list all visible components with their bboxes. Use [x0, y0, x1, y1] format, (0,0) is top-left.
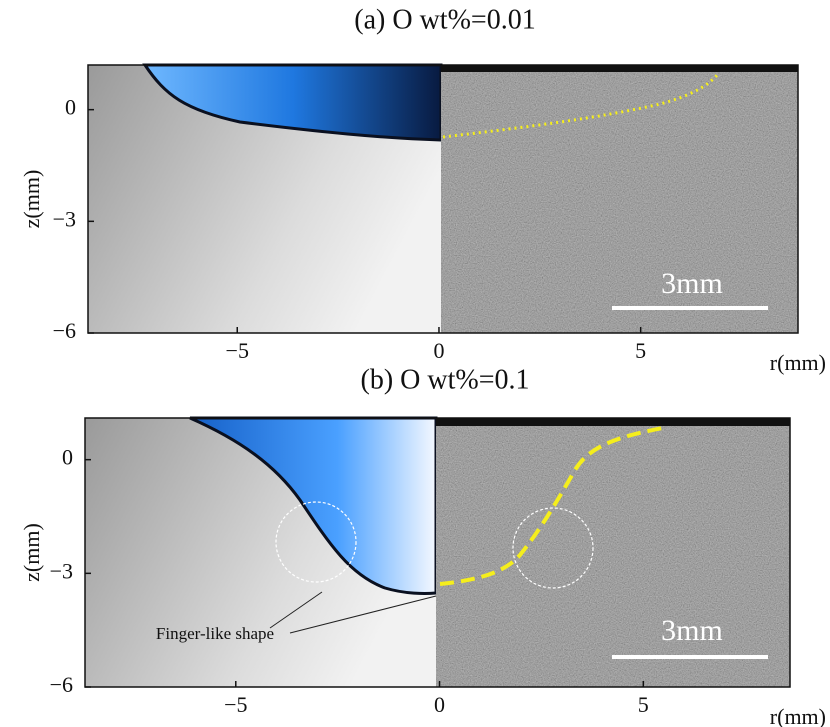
- y-tick-label: −6: [53, 318, 76, 343]
- panel-a-image: [88, 63, 798, 333]
- y-tick-label: 0: [65, 95, 76, 120]
- x-tick-label: 0: [433, 338, 444, 363]
- x-tick-label: 0: [434, 692, 445, 717]
- panel-b-image: [85, 416, 790, 687]
- annotation: Finger-like shape: [156, 624, 274, 643]
- panel-title: (b) O wt%=0.1: [361, 364, 530, 395]
- x-axis-label: r(mm): [770, 704, 826, 727]
- axes-frame: [87, 64, 799, 334]
- y-tick-label: −3: [50, 558, 73, 583]
- panel-title: (a) O wt%=0.01: [354, 4, 535, 35]
- x-tick-label: 5: [635, 338, 646, 363]
- x-axis-label: r(mm): [770, 350, 826, 375]
- y-axis-label: z(mm): [19, 523, 44, 582]
- y-tick-label: −3: [53, 206, 76, 231]
- axes-frame: [84, 417, 791, 688]
- scale-bar-label: 3mm: [661, 614, 723, 647]
- x-tick-label: −5: [226, 338, 249, 363]
- y-axis-label: z(mm): [19, 170, 44, 229]
- x-tick-label: −5: [224, 692, 247, 717]
- y-tick-label: 0: [62, 445, 73, 470]
- x-tick-label: 5: [638, 692, 649, 717]
- y-tick-label: −6: [50, 672, 73, 697]
- scale-bar-label: 3mm: [661, 267, 723, 300]
